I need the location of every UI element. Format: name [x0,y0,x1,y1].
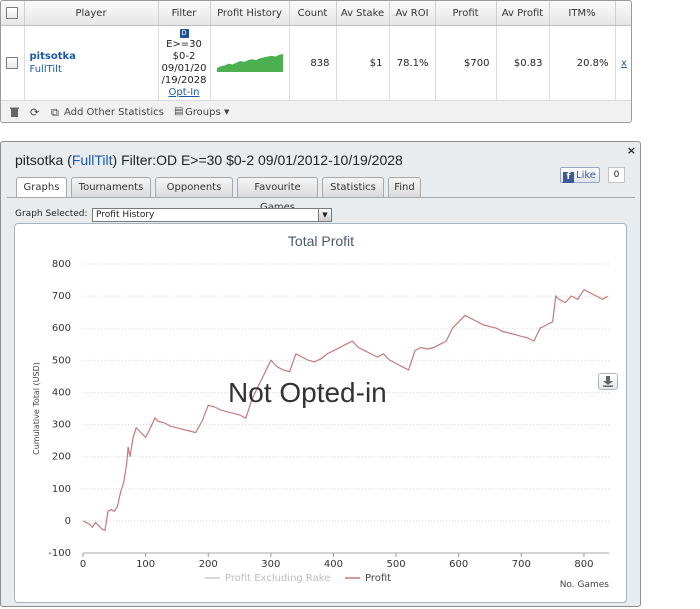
facebook-like-label: Like [576,170,596,181]
x-tick-label: 400 [324,559,343,570]
profit-chart: Total Profit -100 0 100 200 300 400 500 600 700 80… [32,233,610,590]
graph-panel-title: pitsotka (FullTilt) Filter:OD E>=30 $0-2… [15,152,403,168]
player-cell: pitsotka FullTilt [24,25,159,101]
profit-sparkline[interactable] [216,52,283,72]
filter-line: $0-2 [172,51,196,62]
facebook-like-button[interactable]: f Like [560,167,600,183]
player-site-link[interactable]: FullTilt [29,64,62,75]
header-itm[interactable]: ITM% [549,1,616,26]
graph-select-value: Profit History [96,210,155,220]
y-tick-label: 0 [65,516,71,527]
copy-icon: ⧉ [51,106,59,119]
close-icon[interactable]: × [626,144,636,157]
header-count[interactable]: Count [289,1,337,26]
x-tick-label: 100 [136,559,155,570]
trash-icon[interactable] [10,107,19,120]
tab-graphs[interactable]: Graphs [16,177,67,198]
av-stake-cell: $1 [336,25,390,101]
filter-line: 09/01/20 [161,63,207,74]
title-filter: ) Filter:OD E>=30 $0-2 09/01/2012-10/19/… [112,152,403,168]
av-roi-cell: 78.1% [389,25,436,101]
facebook-like-count: 0 [608,167,625,183]
series-line-profit [82,288,609,532]
row-checkbox[interactable] [6,57,19,69]
stats-panel: Player Filter Profit History Count Av St… [0,0,632,123]
tab-statistics[interactable]: Statistics [322,177,384,197]
title-site-link[interactable]: FullTilt [71,152,113,168]
x-tick-label: 700 [512,559,531,570]
y-tick-label: 200 [52,452,71,463]
graph-panel: × pitsotka (FullTilt) Filter:OD E>=30 $0… [0,141,641,607]
x-tick-label: 300 [261,559,280,570]
refresh-icon[interactable]: ⟳ [30,106,40,119]
player-name-link[interactable]: pitsotka [29,51,76,62]
filter-info-icon[interactable]: D [179,29,189,38]
y-tick-label: -100 [48,548,71,559]
remove-player-link[interactable]: x [621,57,627,69]
header-player[interactable]: Player [24,1,159,26]
filter-line: E>=30 [166,39,202,50]
header-filter[interactable]: Filter [158,1,211,26]
header-av-stake[interactable]: Av Stake [336,1,390,26]
header-profit-history[interactable]: Profit History [210,1,290,26]
chart-title: Total Profit [288,233,354,249]
y-tick-label: 500 [52,355,71,366]
title-player: pitsotka ( [15,152,72,168]
not-opted-in-overlay: Not Opted-in [228,377,387,408]
add-other-statistics-link[interactable]: Add Other Statistics [64,107,164,118]
chevron-down-icon[interactable]: ▼ [224,108,230,116]
filter-line: /19/2028 [161,75,207,86]
y-tick-label: 600 [52,323,71,334]
stats-table: Player Filter Profit History Count Av St… [1,1,631,101]
groups-icon: ▤ [174,106,184,117]
y-axis-label: Cumulative Total (USD) [32,362,41,455]
legend-item[interactable]: Profit Excluding Rake [225,573,330,584]
graph-selected-label: Graph Selected: [15,209,88,219]
table-row: pitsotka FullTilt D E>=30 $0-2 09/01/20 … [1,25,631,101]
y-tick-label: 100 [52,484,71,495]
tab-find[interactable]: Find [388,177,421,197]
download-button[interactable] [598,373,618,390]
opt-in-link[interactable]: Opt-In [168,87,200,98]
x-tick-label: 800 [574,559,593,570]
x-tick-label: 200 [199,559,218,570]
y-tick-label: 800 [52,259,71,270]
av-profit-cell: $0.83 [496,25,550,101]
remove-cell: x [615,25,631,101]
profit-history-cell [210,25,290,101]
itm-cell: 20.8% [549,25,616,101]
chart-container: Total Profit -100 0 100 200 300 400 500 600 700 80… [14,223,627,603]
tab-tournaments[interactable]: Tournaments [71,177,151,197]
y-tick-label: 700 [52,291,71,302]
profit-cell: $700 [435,25,497,101]
header-blank [615,1,631,26]
stats-toolbar: ⟳ ⧉ Add Other Statistics ▤ Groups ▼ [1,100,631,122]
graph-select[interactable]: Profit History ▼ [92,208,332,222]
tab-opponents[interactable]: Opponents [155,177,233,197]
tab-favourite-games[interactable]: Favourite Games [237,177,318,213]
x-axis-label: No. Games [560,580,610,590]
filter-cell: D E>=30 $0-2 09/01/20 /19/2028 Opt-In [158,25,211,101]
y-tick-label: 300 [52,420,71,431]
y-tick-label: 400 [52,387,71,398]
row-checkbox-cell [1,25,25,101]
header-av-profit[interactable]: Av Profit [496,1,550,26]
chevron-down-icon[interactable]: ▼ [318,209,331,221]
groups-dropdown[interactable]: Groups [185,107,221,118]
sparkline-area [216,53,283,72]
x-tick-label: 600 [449,559,468,570]
header-profit[interactable]: Profit [435,1,497,26]
select-all-header [1,1,25,26]
legend-item[interactable]: Profit [365,573,391,584]
x-tick-label: 500 [387,559,406,570]
select-all-checkbox[interactable] [6,7,19,19]
tab-divider [7,197,635,198]
download-icon [603,376,613,387]
count-cell: 838 [289,25,337,101]
facebook-icon: f [563,172,574,183]
header-av-roi[interactable]: Av ROI [389,1,436,26]
x-tick-label: 0 [80,559,86,570]
